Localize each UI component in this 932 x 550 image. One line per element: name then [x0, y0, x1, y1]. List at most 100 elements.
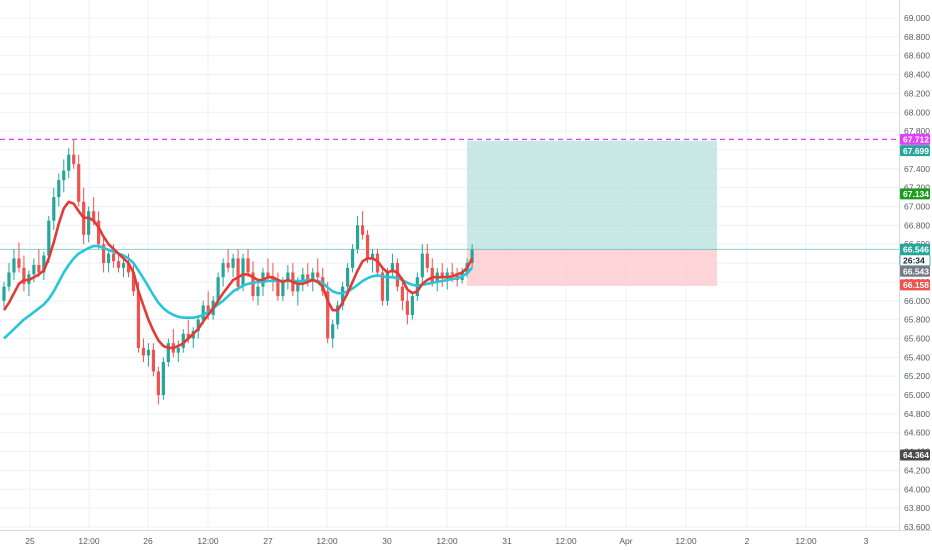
candle	[102, 234, 106, 273]
candle	[106, 248, 111, 273]
time-axis[interactable]: 25 12:00 26 12:00 27 12:00 30 12:00 31 12:00 Apr 12…	[0, 530, 932, 547]
candle	[12, 248, 16, 281]
time-tick-label: 12:00	[555, 536, 577, 546]
candle-body	[271, 277, 275, 282]
time-tick-label: 12:00	[78, 536, 100, 546]
candle-body	[430, 267, 434, 282]
candle	[445, 267, 449, 290]
candle-body	[405, 300, 409, 315]
candle-body	[241, 258, 245, 287]
badge-background	[900, 243, 930, 255]
candle-body	[380, 272, 385, 301]
candle-body	[67, 154, 71, 171]
candle-body	[341, 286, 345, 306]
candle	[57, 173, 61, 207]
grid-lines	[0, 0, 899, 531]
time-tick-label: 12:00	[675, 536, 697, 546]
candle	[231, 253, 235, 278]
candle	[67, 148, 71, 179]
time-tick-label: 2	[745, 536, 750, 546]
candle-body	[22, 267, 26, 284]
candle	[72, 139, 76, 169]
badge-label: 67.134	[903, 189, 929, 199]
badge-background	[900, 145, 930, 157]
candle-body	[111, 253, 116, 262]
candle-body	[231, 258, 235, 268]
candle-countdown-badge: 26:34	[899, 254, 931, 267]
candle	[7, 263, 11, 292]
candle-body	[181, 333, 185, 348]
candle-body	[370, 253, 375, 259]
time-tick-label: 31	[502, 536, 512, 546]
time-tick-label: 27	[263, 536, 273, 546]
candle	[196, 314, 200, 339]
badge-label: 66.543	[903, 267, 929, 277]
candle-body	[116, 261, 121, 268]
price-tick-label: 67.000	[904, 202, 930, 212]
candle-body	[256, 286, 260, 297]
candle	[346, 263, 350, 292]
price-tick-label: 69.000	[904, 13, 930, 23]
price-tick-label: 64.000	[904, 484, 930, 494]
candle	[351, 244, 355, 273]
badge-background	[900, 449, 930, 461]
candle	[236, 248, 240, 292]
candle-body	[196, 319, 200, 331]
candle-body	[336, 305, 340, 325]
candle	[77, 154, 81, 207]
time-tick-label: Apr	[619, 536, 632, 546]
candle-body	[97, 220, 101, 245]
candle	[410, 291, 414, 320]
candle	[355, 215, 360, 254]
stop-zone[interactable]	[467, 249, 717, 286]
candle	[440, 263, 444, 287]
time-tick-label: 12:00	[795, 536, 817, 546]
candle-body	[37, 264, 41, 273]
candle	[390, 253, 395, 278]
target-zone[interactable]	[467, 140, 717, 250]
candle	[156, 366, 160, 405]
candle	[341, 281, 345, 311]
candle-body	[77, 164, 81, 202]
price-tick-label: 65.000	[904, 390, 930, 400]
candle-body	[126, 263, 131, 273]
candle-body	[365, 234, 370, 259]
position-zones[interactable]	[467, 140, 717, 286]
price-tick-label: 65.800	[904, 315, 930, 325]
candle-body	[246, 258, 250, 273]
candle-body	[131, 272, 136, 292]
badge-background	[900, 265, 930, 277]
candle	[176, 340, 180, 363]
badge-label: 66.546	[903, 245, 929, 255]
candle-body	[156, 371, 160, 396]
candle-body	[87, 211, 91, 235]
candle-body	[400, 286, 404, 301]
fast-moving-average-line	[2, 200, 474, 350]
candle-body	[420, 253, 424, 278]
candle	[151, 343, 155, 377]
candle-body	[141, 347, 146, 356]
candle	[385, 267, 390, 306]
candle-body	[450, 272, 454, 275]
candle-body	[52, 197, 56, 221]
current-price-badge: 66.546	[900, 243, 930, 255]
candle	[301, 267, 305, 292]
candle	[370, 248, 375, 273]
candle-body	[57, 180, 61, 198]
candle	[37, 248, 41, 278]
candle	[316, 258, 320, 282]
time-tick-label: 25	[25, 536, 35, 546]
candle-body	[236, 258, 240, 287]
price-tick-label: 67.200	[904, 183, 930, 193]
time-tick-label: 26	[143, 536, 153, 546]
candle-body	[32, 264, 36, 275]
candle	[166, 338, 170, 367]
candle-body	[226, 263, 230, 268]
candle	[42, 251, 46, 281]
price-tick-label: 67.400	[904, 164, 930, 174]
candle	[87, 206, 91, 243]
candle	[131, 263, 136, 297]
time-tick-label: 12:00	[316, 536, 338, 546]
price-tick-label: 66.800	[904, 220, 930, 230]
